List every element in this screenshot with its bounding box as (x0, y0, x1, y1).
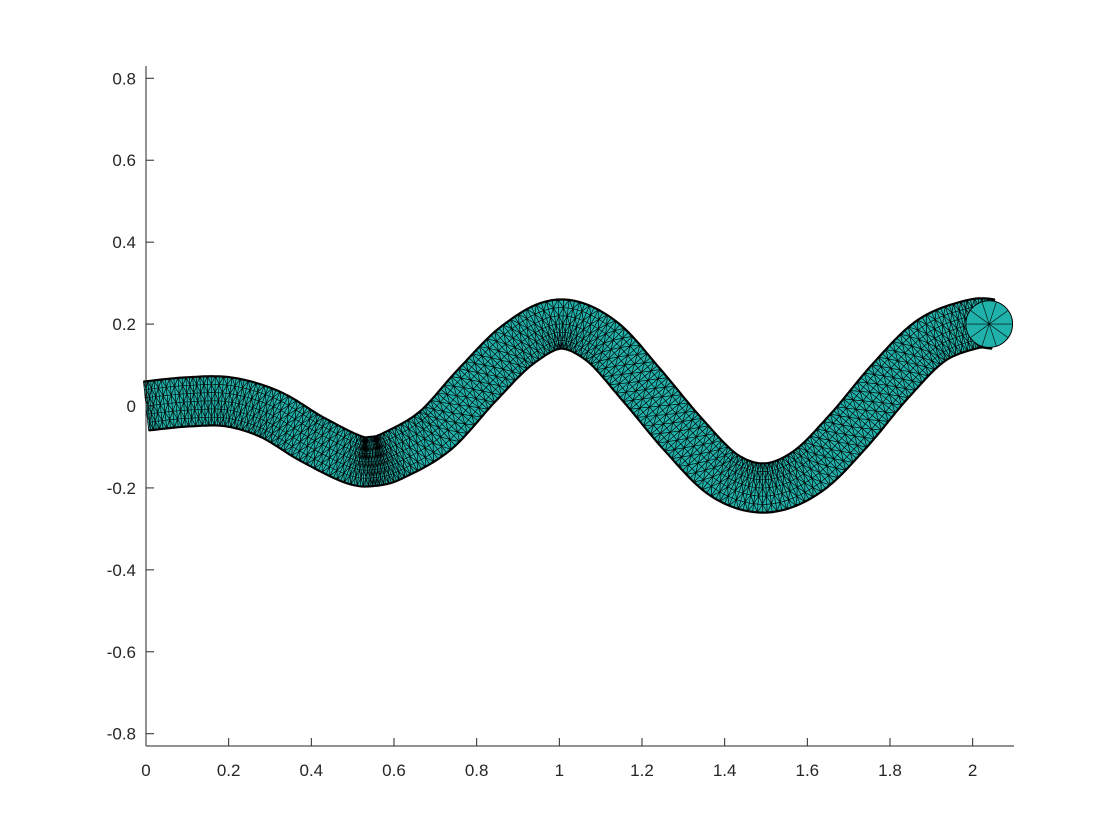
y-tick-label: 0.2 (112, 315, 136, 334)
end-cap-spoke (989, 323, 1009, 339)
y-tick-label: -0.2 (107, 479, 136, 498)
end-cap (965, 300, 1014, 348)
end-cap-spoke (988, 301, 997, 325)
x-tick-label: 2 (968, 761, 977, 780)
tube-edge-top (143, 297, 996, 465)
y-tick-label: 0 (127, 397, 136, 416)
x-tick-label: 1.8 (878, 761, 902, 780)
x-tick-label: 0.6 (382, 761, 406, 780)
axes: 0 0.2 0.4 0.6 0.8 1 1.2 1.4 1.6 1.8 2 0.8 0.6 0.4 0.2 0… (107, 66, 1014, 780)
x-tick-label: 0.2 (217, 761, 241, 780)
y-tick-label: 0.8 (112, 69, 136, 88)
tube-edge-bottom (148, 346, 993, 514)
end-cap-spoke (988, 323, 997, 347)
y-tick-label: 0.6 (112, 151, 136, 170)
end-cap-spoke (970, 310, 990, 325)
end-cap-spoke (981, 323, 990, 347)
x-tick-label: 1.2 (630, 761, 654, 780)
x-tick-label: 1.6 (796, 761, 820, 780)
tube-mesh (142, 297, 996, 513)
end-cap-spoke (970, 323, 990, 339)
y-tick-label: -0.4 (107, 561, 136, 580)
x-tick-label: 0.4 (300, 761, 324, 780)
end-cap-spoke (989, 310, 1009, 325)
x-tick-label: 1 (555, 761, 564, 780)
x-tick-label: 0.8 (465, 761, 489, 780)
plot-area (142, 297, 1014, 514)
x-tick-label: 1.4 (713, 761, 737, 780)
x-tick-label: 0 (141, 761, 150, 780)
y-tick-label: 0.4 (112, 233, 136, 252)
y-tick-label: -0.8 (107, 725, 136, 744)
end-cap-spoke (981, 301, 990, 325)
y-tick-label: -0.6 (107, 643, 136, 662)
